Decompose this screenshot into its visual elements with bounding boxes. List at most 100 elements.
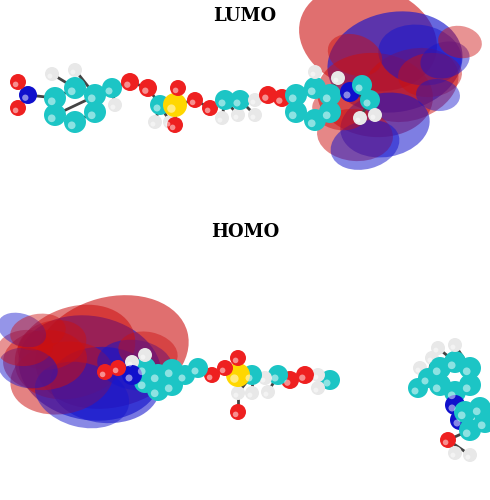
Circle shape	[259, 86, 277, 104]
Circle shape	[458, 412, 466, 419]
Circle shape	[167, 117, 183, 133]
Circle shape	[45, 67, 59, 81]
Ellipse shape	[378, 24, 462, 86]
Ellipse shape	[362, 48, 459, 122]
Circle shape	[469, 397, 490, 419]
Circle shape	[459, 419, 481, 441]
Circle shape	[448, 404, 456, 411]
Text: HOMO: HOMO	[211, 223, 279, 241]
Circle shape	[370, 114, 375, 119]
Circle shape	[105, 88, 113, 94]
Circle shape	[215, 111, 229, 125]
Circle shape	[323, 380, 330, 386]
Circle shape	[188, 358, 208, 378]
Ellipse shape	[398, 53, 462, 97]
Ellipse shape	[299, 0, 437, 92]
Circle shape	[247, 392, 252, 398]
Circle shape	[64, 77, 86, 99]
Ellipse shape	[35, 295, 189, 409]
Circle shape	[219, 100, 225, 106]
Circle shape	[110, 360, 126, 376]
Circle shape	[138, 368, 146, 375]
Circle shape	[463, 368, 470, 375]
Circle shape	[473, 408, 481, 415]
Circle shape	[138, 348, 152, 362]
Ellipse shape	[416, 79, 460, 111]
Circle shape	[463, 448, 477, 462]
Circle shape	[230, 374, 239, 383]
Circle shape	[285, 84, 307, 106]
Ellipse shape	[10, 314, 66, 350]
Circle shape	[311, 368, 325, 382]
Ellipse shape	[327, 12, 463, 112]
Circle shape	[97, 364, 113, 380]
Circle shape	[205, 108, 210, 113]
Circle shape	[308, 120, 316, 127]
Circle shape	[178, 374, 186, 382]
Ellipse shape	[35, 362, 129, 428]
Circle shape	[299, 374, 305, 381]
Circle shape	[427, 358, 432, 362]
Circle shape	[148, 115, 162, 129]
Circle shape	[448, 446, 462, 460]
Circle shape	[165, 370, 172, 377]
Circle shape	[108, 98, 122, 112]
Circle shape	[100, 372, 105, 377]
Circle shape	[443, 440, 448, 445]
Circle shape	[245, 386, 259, 400]
Circle shape	[166, 122, 171, 126]
Circle shape	[134, 357, 156, 379]
Ellipse shape	[420, 42, 469, 78]
Circle shape	[276, 98, 282, 104]
Circle shape	[319, 101, 341, 123]
Circle shape	[466, 454, 470, 460]
Circle shape	[141, 354, 146, 360]
Circle shape	[102, 78, 122, 98]
Circle shape	[444, 381, 466, 403]
Circle shape	[323, 94, 331, 102]
Circle shape	[429, 374, 451, 396]
Circle shape	[433, 368, 441, 375]
Circle shape	[88, 94, 96, 102]
Circle shape	[161, 359, 183, 381]
Circle shape	[48, 114, 55, 122]
Circle shape	[207, 374, 212, 380]
Ellipse shape	[3, 330, 87, 390]
Circle shape	[450, 410, 470, 430]
Circle shape	[478, 422, 486, 429]
Circle shape	[353, 111, 367, 125]
Circle shape	[218, 118, 222, 122]
Circle shape	[150, 95, 170, 115]
Circle shape	[356, 84, 363, 91]
Circle shape	[71, 70, 75, 74]
Circle shape	[10, 100, 26, 116]
Circle shape	[285, 101, 307, 123]
Circle shape	[444, 351, 466, 373]
Circle shape	[360, 90, 380, 110]
Circle shape	[122, 365, 142, 385]
Circle shape	[231, 386, 245, 400]
Circle shape	[124, 82, 130, 88]
Circle shape	[463, 430, 470, 437]
Circle shape	[311, 381, 325, 395]
Circle shape	[284, 380, 291, 386]
Circle shape	[364, 100, 370, 106]
Circle shape	[281, 371, 299, 389]
Circle shape	[150, 122, 155, 126]
Circle shape	[304, 109, 326, 131]
Circle shape	[170, 124, 175, 130]
Circle shape	[215, 90, 235, 110]
Ellipse shape	[119, 332, 178, 372]
Ellipse shape	[328, 34, 382, 76]
Circle shape	[250, 100, 255, 104]
Circle shape	[450, 344, 455, 350]
Circle shape	[334, 78, 339, 82]
Circle shape	[434, 348, 439, 352]
Circle shape	[261, 385, 275, 399]
Circle shape	[230, 404, 246, 420]
Circle shape	[68, 122, 75, 129]
Circle shape	[84, 101, 106, 123]
Ellipse shape	[0, 330, 53, 366]
Circle shape	[343, 92, 350, 98]
Ellipse shape	[18, 320, 86, 370]
